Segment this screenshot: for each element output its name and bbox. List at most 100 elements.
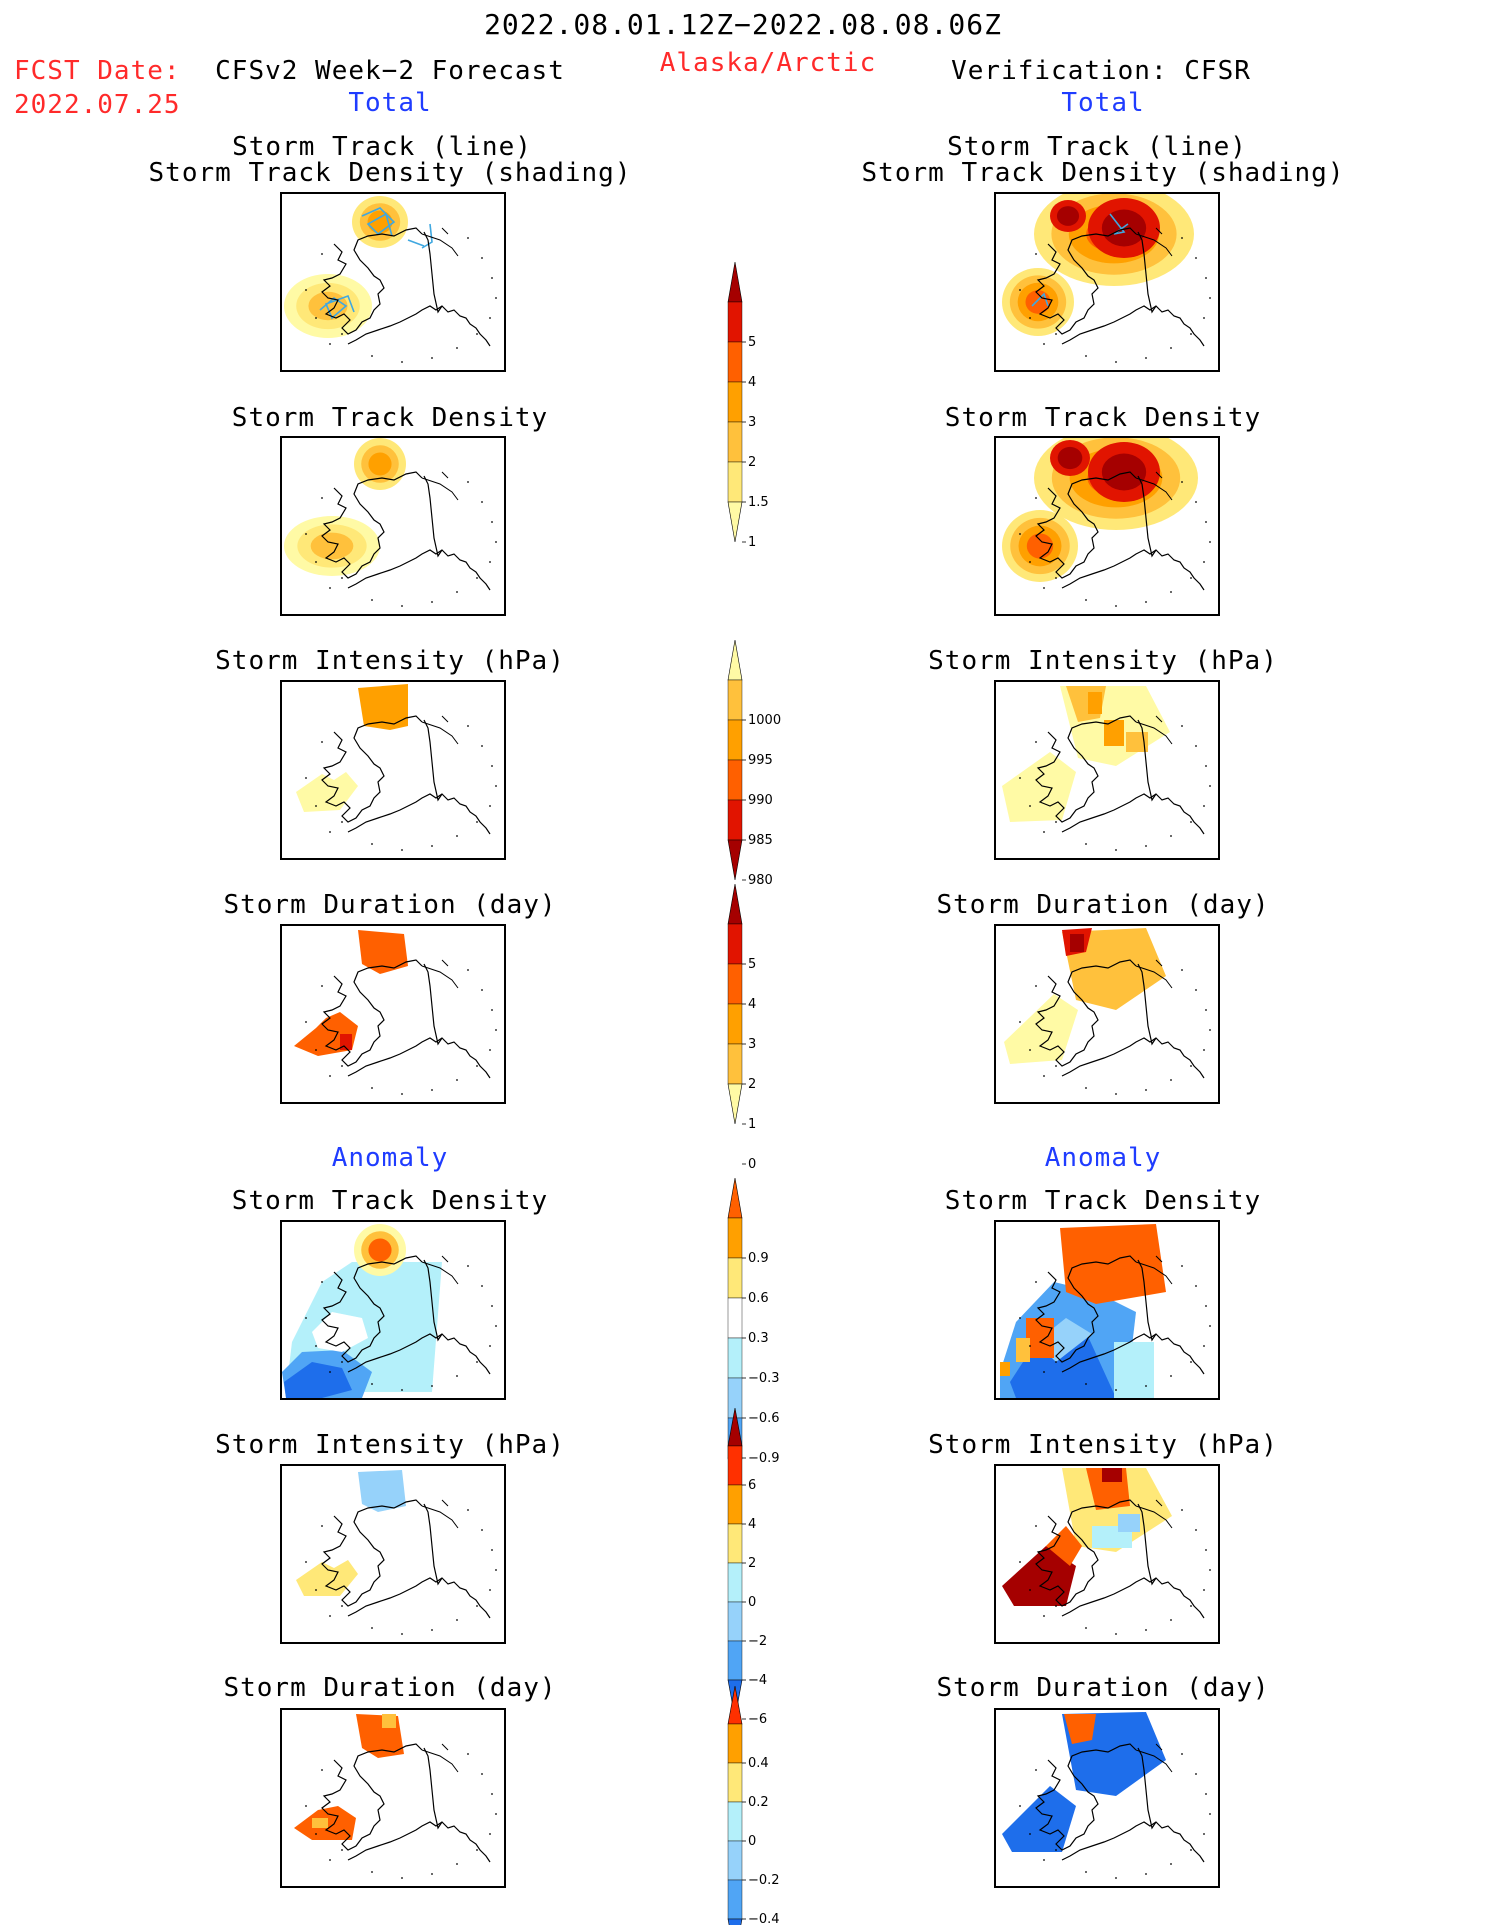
grid-dot (321, 497, 323, 499)
colorbar-segment (727, 679, 743, 721)
grid-dot (481, 745, 483, 747)
left-title-intensity: Storm Intensity (hPa) (215, 646, 565, 676)
grid-dot (467, 1753, 469, 1755)
colorbar-tick-label: 0.3 (748, 1331, 769, 1346)
grid-dot (371, 1383, 373, 1385)
grid-dot (1043, 343, 1045, 345)
grid-dot (315, 1589, 317, 1591)
grid-dot (341, 577, 343, 579)
colorbar-tick-label: 0 (748, 1595, 756, 1610)
density-shading (1101, 209, 1147, 247)
grid-dot (491, 277, 493, 279)
grid-dot (1085, 1627, 1087, 1629)
grid-dot (456, 347, 458, 349)
grid-dot (491, 1305, 493, 1307)
grid-dot (1019, 533, 1021, 535)
colorbar-bottom-extension (727, 1918, 743, 1925)
colorbar-segment (727, 1337, 743, 1379)
canada-border (423, 1259, 443, 1342)
grid-dot (467, 725, 469, 727)
density-shading (1026, 533, 1054, 559)
base-map (305, 715, 497, 851)
colorbar-total-duration: 5 4 3 2 1 0 (700, 883, 780, 1174)
grid-dot (1019, 1805, 1021, 1807)
grid-dot (495, 785, 497, 787)
right-title-intensity: Storm Intensity (hPa) (928, 646, 1278, 676)
colorbar-total-intensity: 1000 995 990 985 980 (700, 639, 781, 890)
coastline-south (1061, 305, 1205, 347)
map-fcst-density (280, 436, 506, 616)
grid-dot (476, 333, 478, 335)
colorbar-segment (727, 1523, 743, 1564)
colorbar-tick-label: −2 (748, 1634, 767, 1649)
grid-dot (329, 1859, 331, 1861)
grid-dot (321, 1769, 323, 1771)
colorbar-segment (727, 1840, 743, 1881)
period-title: 2022.08.01.12Z−2022.08.08.06Z (484, 8, 1002, 41)
arctic-island (1155, 1255, 1163, 1263)
right-title-anom-duration: Storm Duration (day) (936, 1673, 1270, 1703)
grid-dot (489, 317, 491, 319)
grid-dot (481, 1773, 483, 1775)
colorbar-tick-label: 0.9 (748, 1251, 769, 1266)
grid-dot (1115, 1093, 1117, 1095)
density-shading (310, 532, 354, 560)
colorbar-tick-label: 2 (748, 1077, 756, 1092)
left-title-anom-density: Storm Track Density (231, 1186, 549, 1216)
grid-dot (491, 765, 493, 767)
grid-dot (456, 591, 458, 593)
base-map (305, 1255, 497, 1391)
grid-dot (1035, 985, 1037, 987)
colorbar-segment (727, 341, 743, 383)
grid-dot (315, 1049, 317, 1051)
grid-dot (1203, 1345, 1205, 1347)
grid-dot (305, 1317, 307, 1319)
grid-dot (371, 1871, 373, 1873)
canada-border (1137, 719, 1157, 802)
grid-dot (1195, 257, 1197, 259)
grid-dot (1170, 1619, 1172, 1621)
grid-dot (1115, 361, 1117, 363)
grid-dot (1195, 1529, 1197, 1531)
colorbar-bottom-extension (727, 1083, 743, 1125)
grid-dot (495, 1029, 497, 1031)
right-title: Verification: CFSR (951, 56, 1251, 86)
arctic-island (1155, 1499, 1163, 1507)
grid-dot (1029, 1833, 1031, 1835)
colorbar-segment (727, 1445, 743, 1486)
coastline-south (1061, 793, 1205, 835)
grid-dot (495, 541, 497, 543)
colorbar-tick-label: 3 (748, 1037, 756, 1052)
right-title-anom-intensity: Storm Intensity (hPa) (928, 1430, 1278, 1460)
coastline-south (1061, 549, 1205, 591)
anomaly-shading (1002, 1786, 1076, 1852)
grid-dot (489, 1049, 491, 1051)
anomaly-shading (382, 1714, 396, 1728)
grid-dot (371, 1087, 373, 1089)
arctic-coast (421, 721, 459, 745)
base-map (1019, 1499, 1211, 1635)
intensity-shading (358, 684, 408, 730)
storm-track-line (319, 294, 355, 320)
grid-dot (1170, 347, 1172, 349)
grid-dot (1035, 741, 1037, 743)
coastline-west (321, 1743, 423, 1851)
map-fcst-intensity (280, 680, 506, 860)
intensity-shading (1104, 720, 1124, 746)
grid-dot (431, 1385, 433, 1387)
grid-dot (401, 1633, 403, 1635)
grid-dot (1203, 317, 1205, 319)
base-map (1019, 959, 1211, 1095)
left-title-density: Storm Track Density (231, 403, 549, 433)
arctic-coast (1135, 477, 1173, 501)
grid-dot (1205, 1793, 1207, 1795)
arctic-coast (421, 233, 459, 257)
grid-dot (1181, 969, 1183, 971)
base-map (305, 1499, 497, 1635)
grid-dot (467, 237, 469, 239)
coastline-west (321, 959, 423, 1067)
grid-dot (315, 1345, 317, 1347)
right-title-anom-density: Storm Track Density (944, 1186, 1262, 1216)
grid-dot (476, 1605, 478, 1607)
grid-dot (329, 1371, 331, 1373)
